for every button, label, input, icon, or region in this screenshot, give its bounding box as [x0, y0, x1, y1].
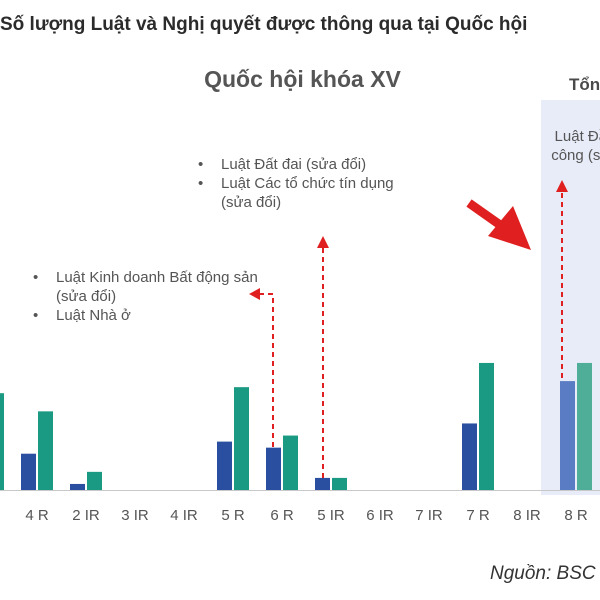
bar-series-2-11 [479, 362, 494, 490]
bar-series-1-3 [70, 483, 85, 490]
bars-group [0, 362, 592, 490]
page-title: Số lượng Luật và Nghị quyết được thông q… [0, 14, 528, 35]
annotation-left-item: Luật Nhà ở [30, 306, 260, 325]
annotation-middle-item: Luật Các tổ chức tín dụng (sửa đổi) [195, 174, 425, 212]
x-tick-label: 4 R [25, 507, 49, 524]
x-tick-label: 6 R [270, 507, 294, 524]
bar-series-2-13 [577, 362, 592, 490]
x-tick-label: 5 IR [317, 507, 345, 524]
annotation-middle-item: Luật Đất đai (sửa đổi) [195, 155, 425, 174]
bar-series-1-2 [21, 453, 36, 490]
x-tick-label: 8 IR [513, 507, 541, 524]
bar-series-2-7 [283, 435, 298, 490]
chart-subtitle: Quốc hội khóa XV [204, 66, 401, 92]
bar-series-1-8 [315, 477, 330, 490]
bar-series-2-1 [0, 393, 4, 490]
annotation-left: Luật Kinh doanh Bất động sản (sửa đổi) L… [30, 268, 260, 325]
x-tick-label: 5 R [221, 507, 245, 524]
bar-series-1-6 [217, 441, 232, 490]
big-red-arrow [466, 199, 531, 250]
bar-series-2-3 [87, 471, 102, 490]
callout-arrow-right [556, 180, 568, 378]
bar-series-1-11 [462, 423, 477, 490]
annotation-middle: Luật Đất đai (sửa đổi) Luật Các tổ chức … [195, 155, 425, 212]
bar-series-1-13 [560, 381, 575, 490]
x-tick-labels: IR4 R2 IR3 IR4 IR5 R6 R5 IR6 IR7 IR7 R8 … [25, 507, 588, 524]
annotation-right-line: công (sửa [551, 147, 600, 164]
bar-series-2-2 [38, 411, 53, 490]
x-tick-label: 6 IR [366, 507, 394, 524]
bar-series-2-8 [332, 477, 347, 490]
bar-series-2-6 [234, 387, 249, 490]
source-note: Nguồn: BSC [490, 563, 596, 584]
callout-arrow-middle [317, 236, 329, 478]
x-tick-label: 4 IR [170, 507, 198, 524]
x-tick-label: 8 R [564, 507, 588, 524]
annotation-right-line: Luật Đầu [554, 128, 600, 145]
x-tick-label: 7 IR [415, 507, 443, 524]
annotation-left-item: Luật Kinh doanh Bất động sản (sửa đổi) [30, 268, 260, 306]
x-tick-label: 3 IR [121, 507, 149, 524]
x-tick-label: 2 IR [72, 507, 100, 524]
bar-series-1-7 [266, 447, 281, 490]
x-tick-label: 7 R [466, 507, 490, 524]
annotation-right: Luật Đầu công (sửa [525, 127, 600, 165]
total-label: Tổng [569, 75, 600, 94]
